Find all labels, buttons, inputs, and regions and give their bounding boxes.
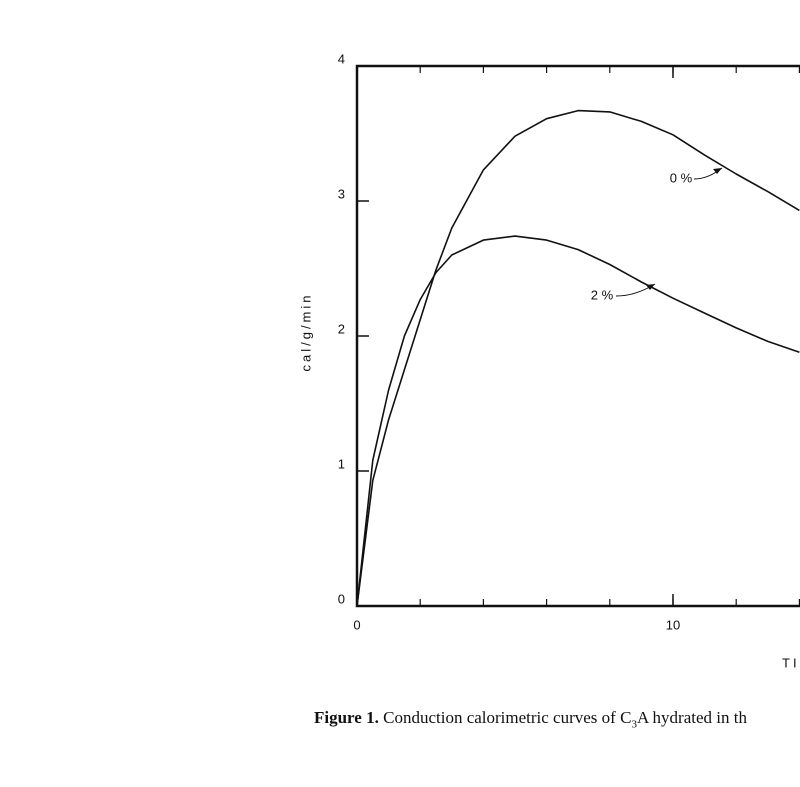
caption-lead: Figure 1.	[314, 708, 379, 727]
caption-text: Conduction calorimetric curves of C	[383, 708, 632, 727]
line-series	[356, 235, 800, 607]
x-tick-label: 0	[353, 617, 360, 632]
x-tick-label: 10	[666, 617, 680, 632]
y-tick-label: 4	[338, 51, 345, 66]
x-axis-label: TI	[782, 655, 800, 670]
chart: cal/g/min TI 0 1 2 3 4 0 10 0 % 2 %	[298, 51, 800, 670]
y-tick-label: 0	[338, 591, 345, 606]
caption-text: A hydrated in th	[636, 708, 747, 727]
caption: Figure 1. Conduction calorimetric curves…	[314, 708, 747, 730]
y-tick-label: 1	[338, 456, 345, 471]
y-tick-label: 2	[338, 321, 345, 336]
plot-frame	[355, 64, 800, 608]
line-series	[356, 109, 800, 607]
series-label: 0 %	[670, 170, 693, 185]
caption-sub: 3	[631, 718, 637, 731]
y-tick-label: 3	[338, 186, 345, 201]
arrow-head	[646, 284, 655, 290]
arrow-head	[713, 168, 722, 174]
y-axis-label: cal/g/min	[298, 292, 313, 371]
series-label: 2 %	[591, 287, 614, 302]
